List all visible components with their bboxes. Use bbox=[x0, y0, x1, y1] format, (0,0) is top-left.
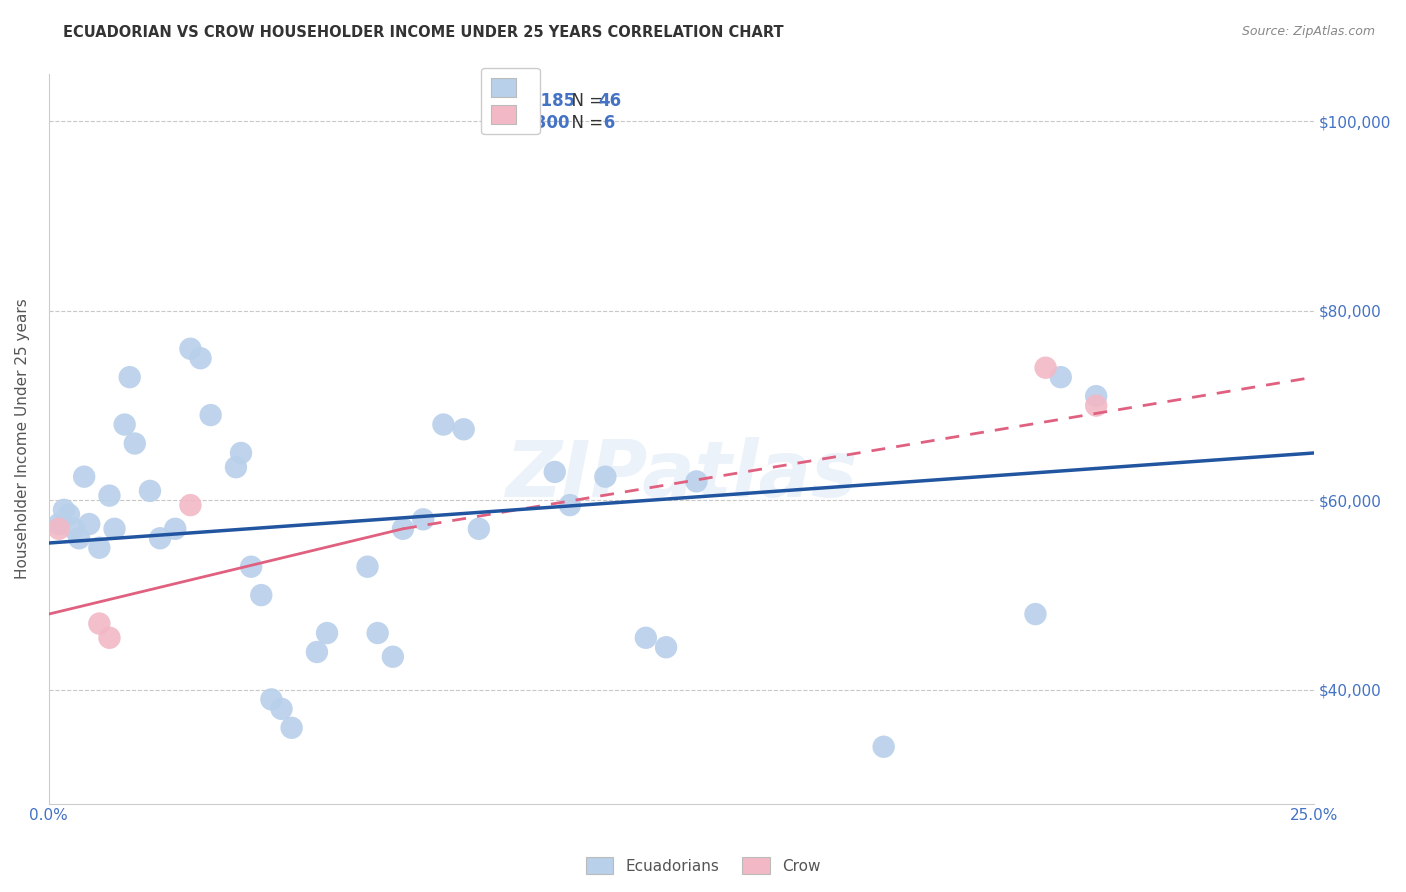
Point bbox=[149, 531, 172, 545]
Point bbox=[103, 522, 125, 536]
Point bbox=[280, 721, 302, 735]
Point bbox=[260, 692, 283, 706]
Text: ECUADORIAN VS CROW HOUSEHOLDER INCOME UNDER 25 YEARS CORRELATION CHART: ECUADORIAN VS CROW HOUSEHOLDER INCOME UN… bbox=[63, 25, 785, 40]
Point bbox=[179, 498, 201, 512]
Point bbox=[89, 616, 111, 631]
Point bbox=[48, 517, 70, 532]
Point bbox=[381, 649, 404, 664]
Point bbox=[634, 631, 657, 645]
Point bbox=[190, 351, 212, 366]
Point bbox=[139, 483, 162, 498]
Point bbox=[544, 465, 567, 479]
Point bbox=[595, 469, 617, 483]
Point bbox=[1085, 399, 1108, 413]
Point bbox=[225, 460, 247, 475]
Point bbox=[98, 489, 121, 503]
Point bbox=[270, 702, 292, 716]
Point bbox=[305, 645, 328, 659]
Text: 0.300: 0.300 bbox=[517, 114, 569, 132]
Point bbox=[89, 541, 111, 555]
Point bbox=[63, 522, 86, 536]
Point bbox=[412, 512, 434, 526]
Text: 6: 6 bbox=[598, 114, 614, 132]
Point bbox=[316, 626, 339, 640]
Point bbox=[453, 422, 475, 436]
Point bbox=[685, 475, 707, 489]
Point bbox=[1085, 389, 1108, 403]
Point bbox=[872, 739, 894, 754]
Legend: , : , bbox=[481, 68, 540, 135]
Point bbox=[114, 417, 136, 432]
Point bbox=[1035, 360, 1057, 375]
Legend: Ecuadorians, Crow: Ecuadorians, Crow bbox=[579, 851, 827, 880]
Point bbox=[200, 408, 222, 422]
Y-axis label: Householder Income Under 25 years: Householder Income Under 25 years bbox=[15, 299, 30, 579]
Point bbox=[432, 417, 454, 432]
Point bbox=[468, 522, 491, 536]
Point bbox=[58, 508, 80, 522]
Point bbox=[1049, 370, 1071, 384]
Point bbox=[77, 517, 100, 532]
Point bbox=[392, 522, 415, 536]
Text: 0.185: 0.185 bbox=[517, 92, 575, 111]
Point bbox=[229, 446, 252, 460]
Text: Source: ZipAtlas.com: Source: ZipAtlas.com bbox=[1241, 25, 1375, 38]
Text: N =: N = bbox=[561, 114, 609, 132]
Point bbox=[67, 531, 90, 545]
Point bbox=[98, 631, 121, 645]
Point bbox=[73, 469, 96, 483]
Point bbox=[165, 522, 187, 536]
Point bbox=[179, 342, 201, 356]
Point bbox=[250, 588, 273, 602]
Point bbox=[118, 370, 141, 384]
Point bbox=[356, 559, 378, 574]
Text: ZIPatlas: ZIPatlas bbox=[505, 437, 858, 513]
Text: R =: R = bbox=[481, 114, 517, 132]
Point bbox=[124, 436, 146, 450]
Point bbox=[367, 626, 389, 640]
Text: N =: N = bbox=[561, 92, 609, 111]
Point bbox=[48, 522, 70, 536]
Point bbox=[52, 503, 75, 517]
Point bbox=[655, 640, 678, 655]
Point bbox=[240, 559, 263, 574]
Point bbox=[1024, 607, 1046, 621]
Text: R =: R = bbox=[481, 92, 517, 111]
Text: 46: 46 bbox=[598, 92, 621, 111]
Point bbox=[558, 498, 581, 512]
